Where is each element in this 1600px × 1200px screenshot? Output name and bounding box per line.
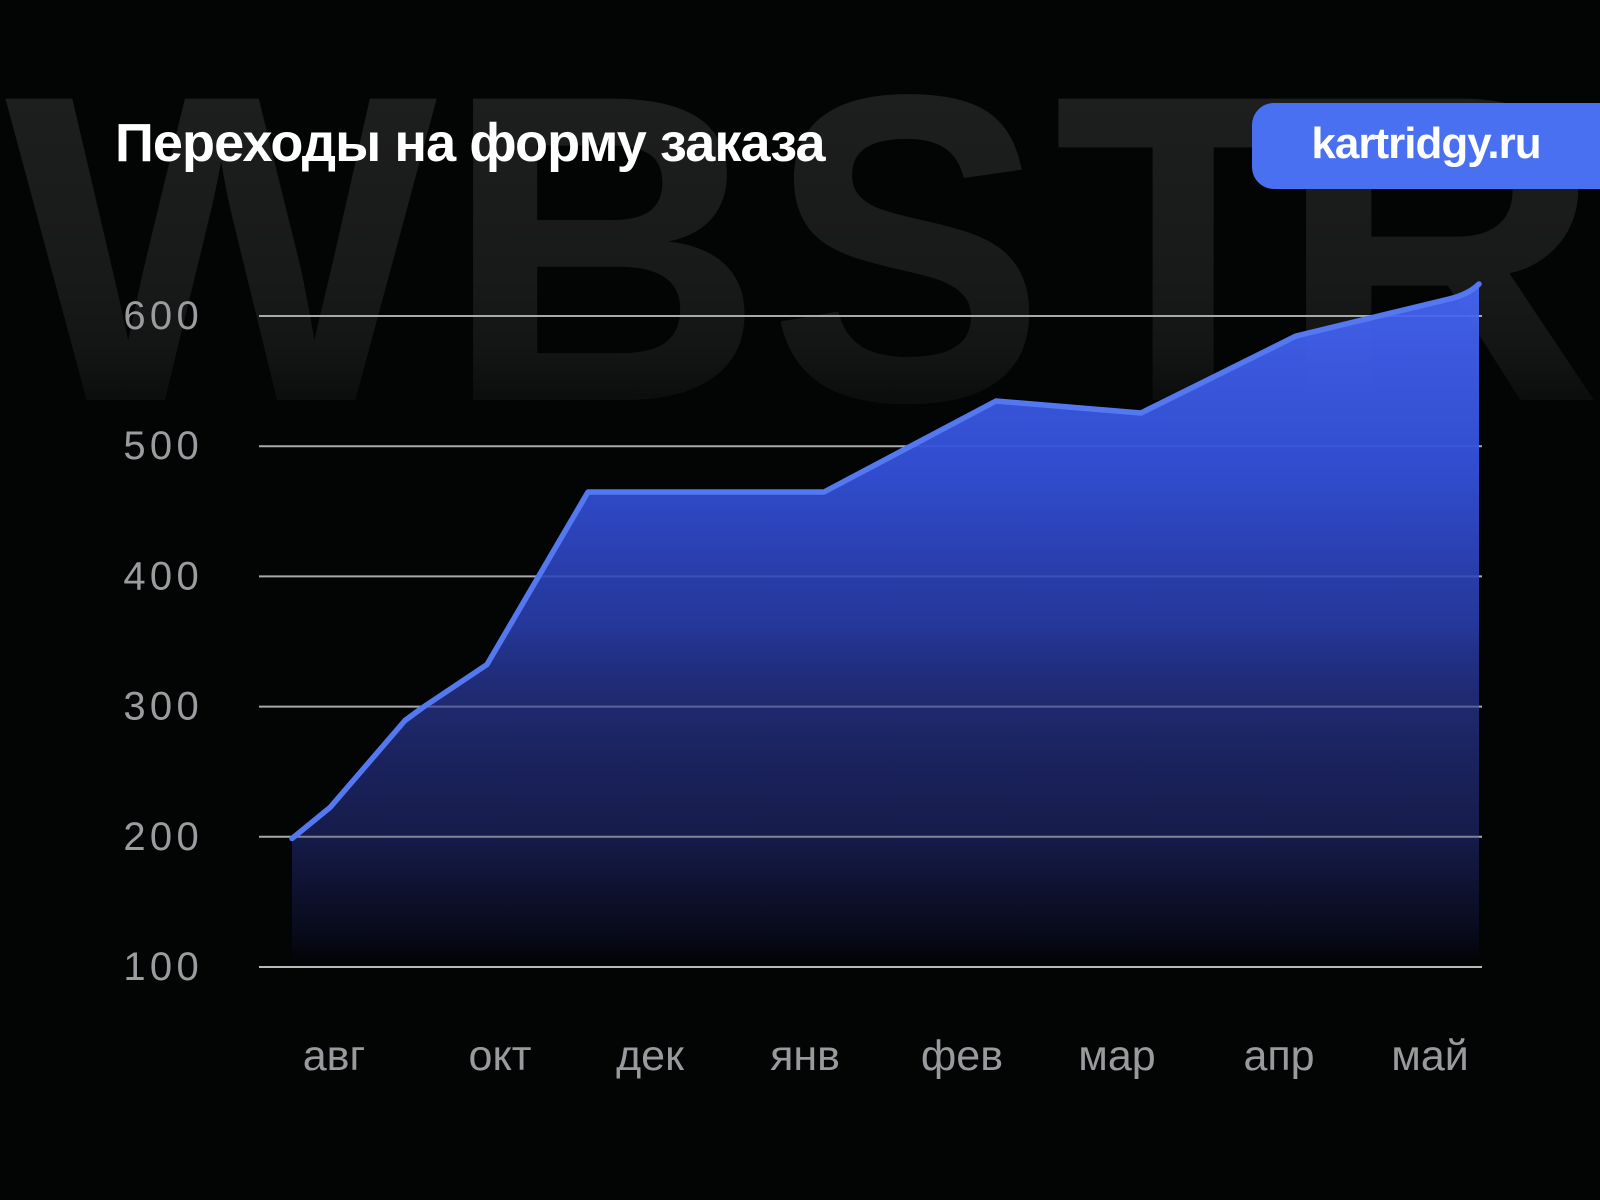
svg-text:Переходы на форму заказа: Переходы на форму заказа xyxy=(115,113,827,173)
svg-text:200: 200 xyxy=(123,815,203,859)
svg-text:май: май xyxy=(1391,1032,1469,1080)
svg-text:фев: фев xyxy=(921,1032,1003,1080)
svg-text:W: W xyxy=(5,3,441,493)
svg-text:B: B xyxy=(443,3,764,493)
svg-text:мар: мар xyxy=(1078,1032,1155,1080)
svg-text:300: 300 xyxy=(123,685,203,729)
svg-text:авг: авг xyxy=(303,1032,365,1080)
svg-text:600: 600 xyxy=(123,294,203,338)
svg-text:окт: окт xyxy=(469,1032,532,1080)
svg-text:апр: апр xyxy=(1243,1032,1314,1080)
svg-text:янв: янв xyxy=(770,1032,840,1080)
svg-text:500: 500 xyxy=(123,424,203,468)
svg-text:kartridgy.ru: kartridgy.ru xyxy=(1311,119,1540,168)
svg-text:100: 100 xyxy=(123,945,203,989)
svg-text:дек: дек xyxy=(616,1032,685,1080)
svg-text:400: 400 xyxy=(123,554,203,598)
